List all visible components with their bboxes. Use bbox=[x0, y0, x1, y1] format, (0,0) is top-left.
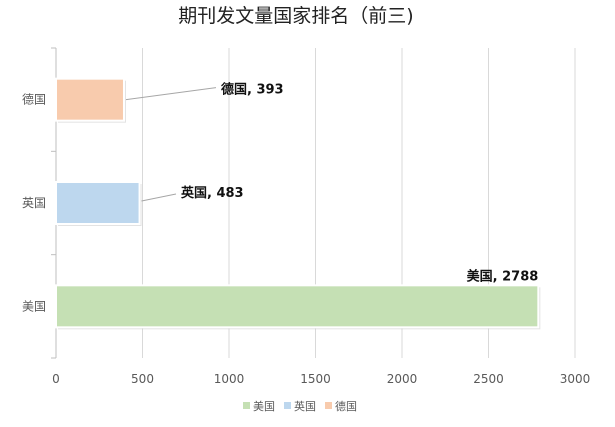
category-label: 英国 bbox=[22, 196, 46, 210]
x-tick-label: 1000 bbox=[214, 372, 245, 386]
leader-lines bbox=[125, 87, 217, 202]
x-tick-label: 2500 bbox=[473, 372, 504, 386]
data-label: 美国, 2788 bbox=[467, 268, 539, 284]
legend-swatch bbox=[284, 402, 291, 409]
value-axis-ticks: 0 500 1000 1500 2000 2500 3000 bbox=[52, 372, 590, 386]
legend-swatch bbox=[325, 402, 332, 409]
category-label: 德国 bbox=[22, 92, 46, 107]
chart-title: 期刊发文量国家排名（前三) bbox=[178, 5, 413, 27]
data-label: 英国, 483 bbox=[180, 185, 244, 201]
x-tick-label: 1500 bbox=[300, 372, 331, 386]
legend: 美国 英国 德国 bbox=[243, 399, 357, 413]
data-labels: 美国, 2788 英国, 483 德国, 393 bbox=[180, 82, 538, 285]
x-tick-label: 0 bbox=[52, 372, 60, 386]
data-label: 德国, 393 bbox=[221, 82, 284, 98]
legend-swatch bbox=[243, 402, 250, 409]
bar-德国 bbox=[55, 77, 125, 122]
legend-label: 英国 bbox=[294, 399, 316, 413]
x-tick-label: 2000 bbox=[387, 372, 418, 386]
bars bbox=[55, 77, 541, 330]
bar-美国 bbox=[55, 284, 540, 329]
bar-英国 bbox=[55, 181, 141, 225]
legend-label: 德国 bbox=[335, 399, 357, 413]
leader-line bbox=[125, 87, 217, 101]
leader-line bbox=[141, 193, 177, 202]
legend-label: 美国 bbox=[253, 400, 275, 413]
x-tick-label: 500 bbox=[131, 372, 154, 386]
x-tick-label: 3000 bbox=[560, 372, 591, 386]
category-label: 美国 bbox=[22, 299, 46, 313]
